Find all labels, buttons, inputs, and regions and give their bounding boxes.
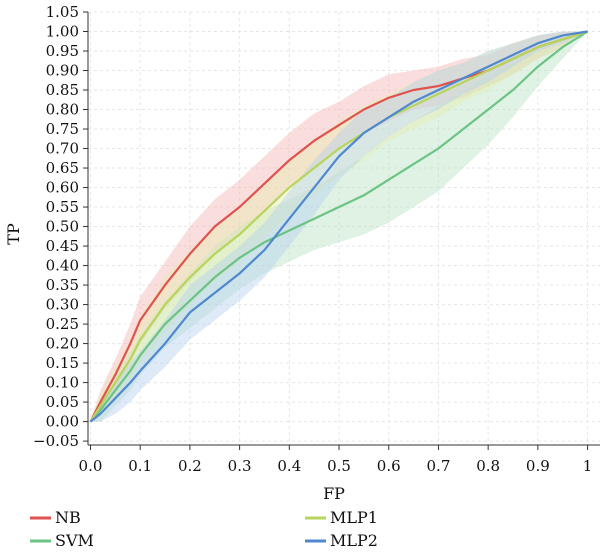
band-nb <box>90 31 588 422</box>
x-tick-label: 0.9 <box>526 457 550 475</box>
grid <box>88 11 600 445</box>
y-tick-label: 0.00 <box>46 413 79 431</box>
x-tick-label: 0.0 <box>79 457 103 475</box>
x-tick-label: 0.3 <box>228 457 252 475</box>
y-tick-label: 0.50 <box>46 218 79 236</box>
y-tick-label: 0.90 <box>46 62 79 80</box>
legend-label-svm: SVM <box>55 531 94 550</box>
x-tick-label: 0.2 <box>178 457 202 475</box>
x-tick-label: 0.5 <box>327 457 351 475</box>
x-tick-label: 0.7 <box>427 457 451 475</box>
x-tick-labels: 0.0 0.1 0.2 0.3 0.4 0.5 0.6 0.7 0.8 0.9 1 <box>79 457 593 475</box>
y-tick-label: −0.05 <box>33 432 79 450</box>
y-tick-label: 0.20 <box>46 335 79 353</box>
x-tick-label: 1 <box>583 457 593 475</box>
y-tick-label: 0.95 <box>46 42 79 60</box>
line-svm <box>89 30 589 423</box>
y-axis-title: TP <box>4 223 23 245</box>
x-axis-title: FP <box>323 484 345 503</box>
y-tick-label: 1.00 <box>46 23 79 41</box>
y-tick-labels: −0.050.000.050.100.150.200.250.300.350.4… <box>33 3 79 450</box>
legend-label-nb: NB <box>55 508 81 527</box>
line-mlp2 <box>89 30 588 423</box>
y-tick-label: 1.05 <box>46 3 79 21</box>
legend-label-mlp2: MLP2 <box>330 531 378 550</box>
y-tick-label: 0.35 <box>46 276 79 294</box>
y-tick-label: 0.70 <box>46 140 79 158</box>
legend: NB SVM MLP1 MLP2 <box>30 508 378 550</box>
x-tick-label: 0.6 <box>377 457 401 475</box>
band-mlp2 <box>90 31 588 422</box>
y-tick-label: 0.65 <box>46 159 79 177</box>
y-tick-label: 0.40 <box>46 257 79 275</box>
x-tick-label: 0.1 <box>128 457 152 475</box>
y-tick-label: 0.10 <box>46 374 79 392</box>
y-tick-label: 0.45 <box>46 237 79 255</box>
x-tick-label: 0.8 <box>476 457 500 475</box>
legend-label-mlp1: MLP1 <box>330 508 378 527</box>
x-tick-label: 0.4 <box>277 457 301 475</box>
series-lines <box>89 30 589 423</box>
line-mlp1 <box>89 30 588 423</box>
y-tick-label: 0.15 <box>46 354 79 372</box>
axes <box>83 11 600 450</box>
y-tick-label: 0.75 <box>46 120 79 138</box>
y-tick-label: 0.25 <box>46 315 79 333</box>
y-tick-label: 0.55 <box>46 198 79 216</box>
y-tick-label: 0.85 <box>46 81 79 99</box>
y-tick-label: 0.80 <box>46 101 79 119</box>
y-tick-label: 0.60 <box>46 179 79 197</box>
y-tick-label: 0.05 <box>46 393 79 411</box>
y-tick-label: 0.30 <box>46 296 79 314</box>
